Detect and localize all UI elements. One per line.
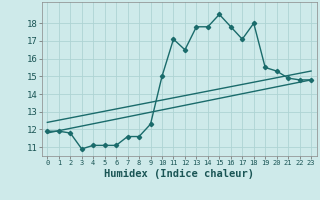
X-axis label: Humidex (Indice chaleur): Humidex (Indice chaleur) bbox=[104, 169, 254, 179]
